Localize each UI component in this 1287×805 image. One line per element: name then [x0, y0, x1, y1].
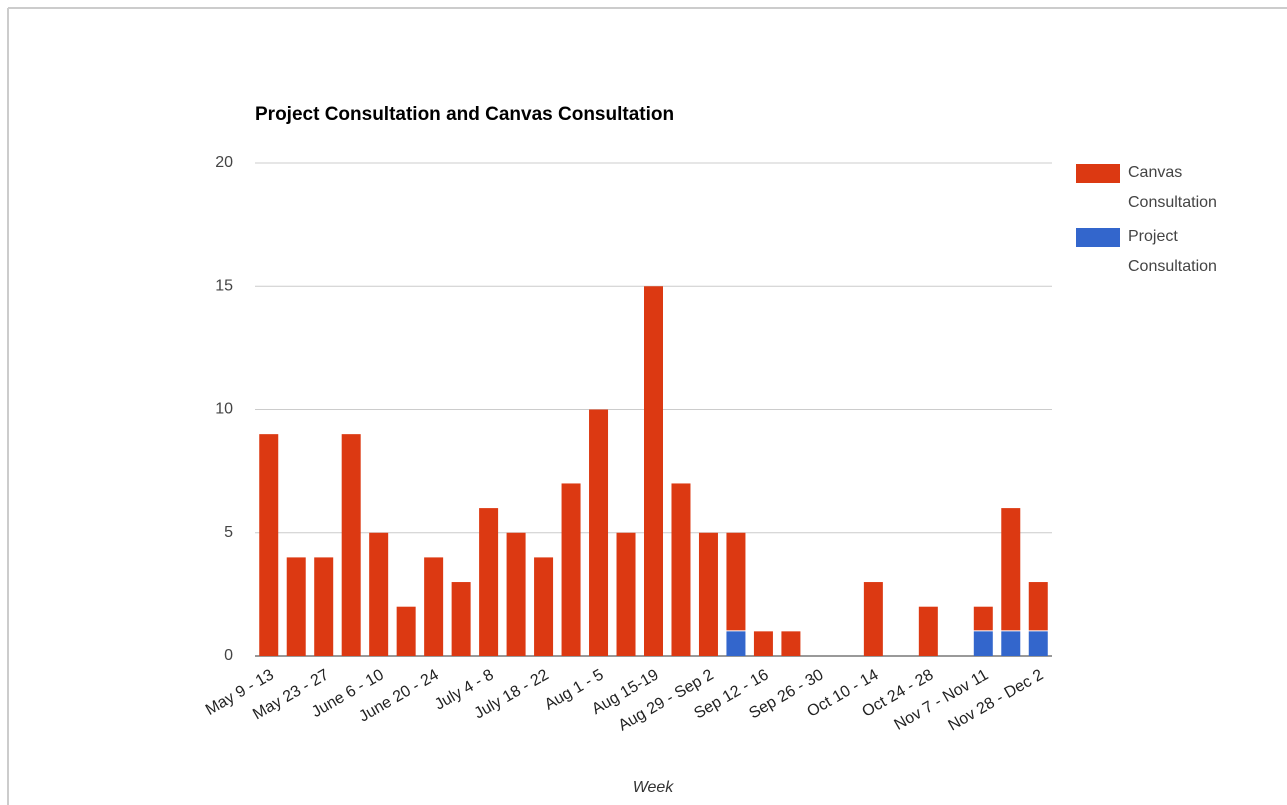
bar-segment — [753, 631, 773, 656]
bar-segment — [863, 582, 883, 656]
y-tick-label: 15 — [215, 277, 233, 294]
bar-segment — [726, 631, 746, 656]
chart-title: Project Consultation and Canvas Consulta… — [255, 104, 674, 125]
bar-segment — [918, 606, 938, 656]
bar-segment — [616, 532, 636, 656]
bar-segment — [561, 483, 581, 656]
bar-segment — [1001, 508, 1021, 631]
legend-swatch — [1076, 228, 1120, 247]
x-tick-label: Nov 7 - Nov 11 — [892, 666, 992, 734]
x-tick-label: Nov 28 - Dec 2 — [945, 666, 1046, 734]
bar-segment — [314, 557, 334, 656]
bar-segment — [396, 606, 416, 656]
bar-segment — [973, 606, 993, 631]
bar-segment — [973, 631, 993, 656]
legend-swatch — [1076, 164, 1120, 183]
bar-segment — [451, 582, 471, 656]
x-axis-label: Week — [633, 779, 675, 796]
bar-segment — [424, 557, 444, 656]
bar-segment — [589, 409, 609, 656]
bar-segment — [506, 532, 526, 656]
legend-label: Canvas Consultation — [1128, 164, 1217, 211]
bar-segment — [698, 532, 718, 656]
bar-segment — [1028, 582, 1048, 631]
bar-segment — [534, 557, 554, 656]
x-tick-label: Aug 29 - Sep 2 — [616, 666, 717, 734]
bar-segment — [1001, 631, 1021, 656]
bar-segment — [479, 508, 499, 656]
bar-segment — [286, 557, 306, 656]
y-tick-label: 10 — [215, 401, 233, 418]
bar-segment — [259, 434, 279, 656]
bar-segment — [1028, 631, 1048, 656]
bar-segment — [341, 434, 361, 656]
y-tick-label: 5 — [224, 524, 233, 541]
y-tick-label: 0 — [224, 647, 233, 664]
y-tick-label: 20 — [215, 154, 233, 171]
bar-segment — [369, 532, 389, 656]
bar-segment — [671, 483, 691, 656]
legend-label: Project Consultation — [1128, 228, 1217, 275]
bar-segment — [781, 631, 801, 656]
bar-segment — [726, 532, 746, 631]
bar-segment — [644, 286, 663, 656]
